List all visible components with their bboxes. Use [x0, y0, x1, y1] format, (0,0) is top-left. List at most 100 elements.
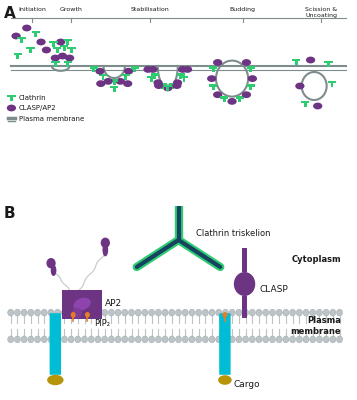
Ellipse shape [96, 80, 105, 87]
Circle shape [129, 336, 135, 343]
Text: Plasma
membrane: Plasma membrane [290, 316, 341, 336]
Circle shape [249, 309, 255, 316]
Circle shape [142, 309, 148, 316]
Circle shape [48, 336, 54, 343]
Circle shape [41, 309, 47, 316]
Ellipse shape [102, 244, 108, 256]
FancyBboxPatch shape [209, 84, 217, 86]
Circle shape [216, 309, 222, 316]
Circle shape [149, 309, 155, 316]
FancyBboxPatch shape [180, 74, 182, 79]
Circle shape [155, 309, 161, 316]
Circle shape [330, 336, 336, 343]
FancyBboxPatch shape [90, 66, 98, 69]
FancyBboxPatch shape [67, 47, 76, 49]
Circle shape [182, 336, 188, 343]
Circle shape [176, 336, 182, 343]
FancyBboxPatch shape [166, 85, 169, 91]
FancyBboxPatch shape [159, 83, 167, 86]
Ellipse shape [116, 78, 125, 85]
Text: Budding: Budding [230, 7, 256, 12]
Ellipse shape [65, 54, 74, 61]
FancyBboxPatch shape [17, 37, 26, 39]
Circle shape [310, 336, 316, 343]
Ellipse shape [218, 375, 232, 385]
Text: A: A [4, 6, 15, 21]
Bar [242, 296, 247, 318]
Text: Growth: Growth [60, 7, 83, 12]
Text: Cargo: Cargo [234, 380, 261, 389]
Circle shape [162, 336, 168, 343]
FancyBboxPatch shape [153, 74, 156, 79]
FancyBboxPatch shape [147, 76, 156, 78]
Circle shape [303, 336, 309, 343]
FancyBboxPatch shape [150, 76, 153, 82]
Circle shape [290, 309, 296, 316]
FancyBboxPatch shape [301, 101, 310, 103]
Ellipse shape [183, 66, 192, 73]
Circle shape [109, 336, 114, 343]
Circle shape [290, 336, 296, 343]
FancyBboxPatch shape [250, 85, 252, 90]
Ellipse shape [11, 32, 21, 39]
FancyBboxPatch shape [131, 66, 139, 69]
Text: Stabilisation: Stabilisation [131, 7, 169, 12]
Circle shape [28, 336, 34, 343]
Circle shape [135, 336, 141, 343]
Circle shape [229, 336, 235, 343]
Circle shape [122, 336, 128, 343]
Circle shape [122, 309, 128, 316]
FancyBboxPatch shape [304, 101, 307, 107]
Circle shape [256, 309, 262, 316]
Ellipse shape [313, 103, 322, 109]
FancyBboxPatch shape [7, 95, 16, 97]
Circle shape [41, 336, 47, 343]
Circle shape [72, 308, 82, 319]
Ellipse shape [104, 78, 113, 85]
FancyBboxPatch shape [60, 45, 69, 47]
FancyBboxPatch shape [92, 67, 95, 72]
FancyBboxPatch shape [102, 75, 105, 80]
Bar [242, 248, 247, 272]
FancyBboxPatch shape [49, 41, 58, 43]
Circle shape [102, 336, 108, 343]
FancyBboxPatch shape [292, 59, 301, 61]
Ellipse shape [7, 105, 16, 111]
FancyBboxPatch shape [51, 61, 60, 63]
Circle shape [189, 309, 195, 316]
Ellipse shape [227, 98, 237, 105]
Ellipse shape [123, 80, 132, 87]
Circle shape [296, 309, 302, 316]
Circle shape [236, 309, 242, 316]
Circle shape [142, 336, 148, 343]
Circle shape [202, 336, 208, 343]
Circle shape [276, 309, 282, 316]
Circle shape [176, 309, 182, 316]
Circle shape [101, 238, 110, 248]
FancyBboxPatch shape [324, 61, 333, 63]
Text: Initiation: Initiation [18, 7, 46, 12]
FancyBboxPatch shape [64, 39, 72, 41]
Text: Scission &
Uncoating: Scission & Uncoating [305, 7, 337, 18]
Circle shape [46, 258, 56, 268]
FancyBboxPatch shape [20, 37, 23, 43]
Circle shape [14, 309, 20, 316]
Circle shape [209, 336, 215, 343]
FancyBboxPatch shape [236, 96, 244, 99]
FancyBboxPatch shape [247, 84, 255, 86]
Ellipse shape [36, 38, 46, 45]
Ellipse shape [242, 59, 251, 66]
Circle shape [243, 309, 249, 316]
Ellipse shape [248, 75, 257, 82]
Circle shape [222, 312, 227, 318]
Circle shape [337, 336, 343, 343]
Circle shape [109, 309, 114, 316]
FancyBboxPatch shape [219, 313, 231, 375]
FancyBboxPatch shape [56, 47, 59, 53]
FancyBboxPatch shape [62, 290, 102, 319]
Circle shape [129, 309, 135, 316]
Circle shape [75, 309, 81, 316]
Text: Cytoplasm: Cytoplasm [291, 256, 341, 264]
Circle shape [310, 309, 316, 316]
FancyBboxPatch shape [121, 74, 130, 76]
